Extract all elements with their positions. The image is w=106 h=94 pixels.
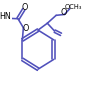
Text: O: O <box>21 3 28 12</box>
Text: O: O <box>23 24 29 33</box>
Text: O: O <box>61 8 67 17</box>
Text: OCH₃: OCH₃ <box>65 4 82 10</box>
Text: HN: HN <box>0 12 11 21</box>
